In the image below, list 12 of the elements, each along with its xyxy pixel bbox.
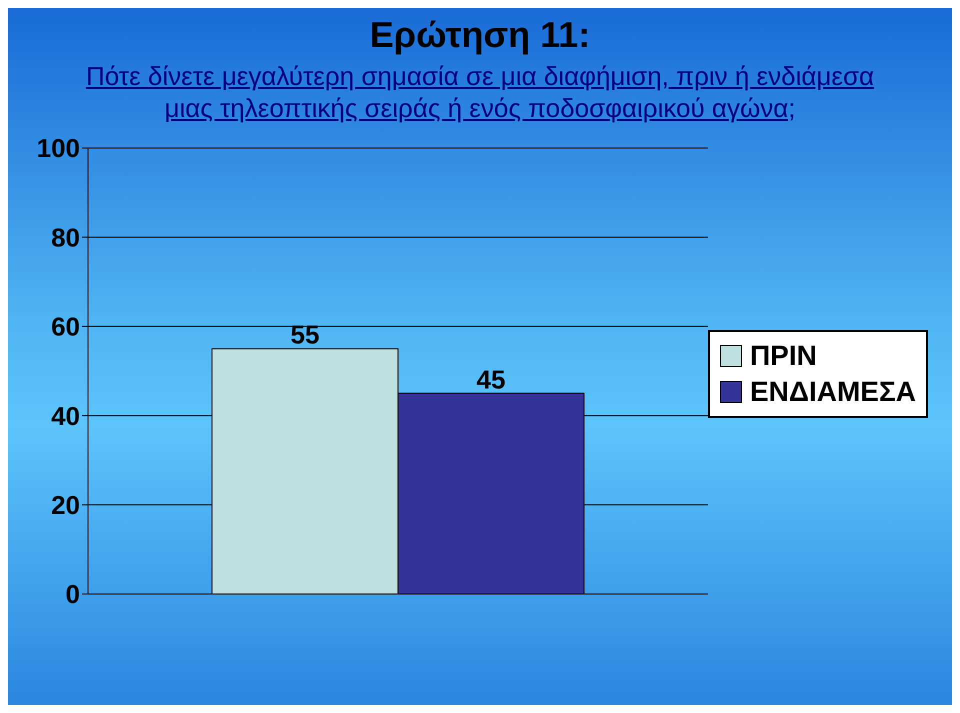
chart-title: Ερώτηση 11:: [368, 13, 592, 56]
y-tick-label: 80: [51, 222, 80, 252]
legend-label: ΠΡΙΝ: [750, 339, 817, 373]
y-tick-label: 60: [51, 312, 80, 342]
legend-label: ΕΝΔΙΑΜΕΣΑ: [750, 375, 916, 409]
y-tick-label: 0: [66, 579, 80, 610]
data-label: 45: [476, 364, 506, 394]
chart-subtitle: Πότε δίνετε μεγαλύτερη σημασία σε μια διαφήμιση, πριν ή ενδιάμεσα μιας τηλεοπτικής σειράς ή ενός ποδοσφαιρικού αγώνα;: [84, 60, 876, 124]
data-label: 55: [290, 320, 320, 350]
y-tick-label: 20: [51, 490, 80, 520]
y-tick-label: 100: [36, 133, 80, 164]
y-tick-label: 40: [51, 400, 80, 431]
